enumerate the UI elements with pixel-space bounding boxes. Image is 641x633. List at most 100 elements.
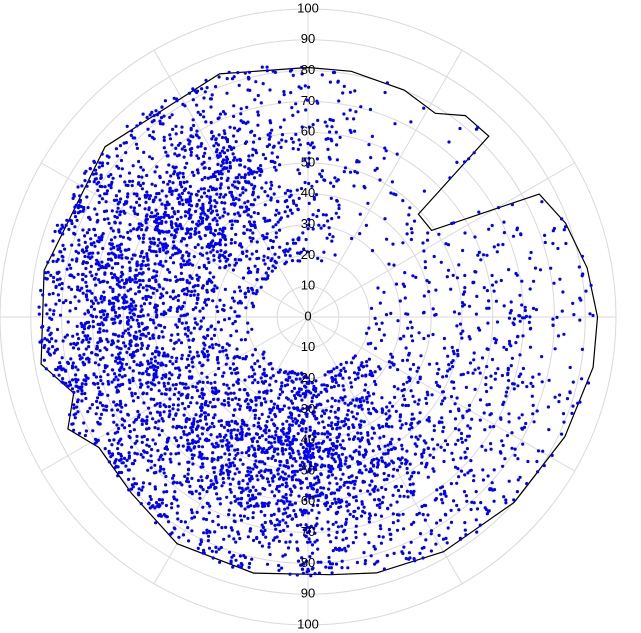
data-point: [337, 383, 341, 388]
data-point: [385, 405, 389, 409]
data-point: [168, 187, 172, 191]
data-point: [113, 372, 117, 376]
data-point: [360, 500, 364, 504]
data-point: [215, 492, 219, 496]
data-point: [530, 394, 534, 398]
data-point: [48, 353, 53, 357]
data-point: [100, 300, 104, 304]
data-point: [251, 511, 255, 515]
data-point: [141, 455, 145, 459]
data-point: [152, 237, 156, 241]
data-point: [502, 345, 506, 349]
data-point: [111, 287, 115, 291]
data-point: [222, 233, 226, 237]
data-point: [225, 161, 229, 165]
data-point: [209, 227, 213, 231]
data-point: [321, 409, 325, 413]
data-point: [104, 408, 108, 412]
data-point: [267, 415, 271, 419]
data-point: [117, 280, 121, 284]
data-point: [580, 377, 584, 381]
data-point: [228, 482, 232, 486]
data-point: [449, 508, 453, 512]
data-point: [328, 438, 332, 442]
data-point: [494, 299, 498, 303]
data-point: [421, 311, 426, 315]
data-point: [320, 259, 324, 263]
data-point: [210, 188, 214, 192]
data-point: [107, 221, 111, 225]
data-point: [139, 453, 143, 457]
data-point: [281, 452, 285, 456]
data-point: [118, 221, 122, 225]
data-point: [331, 453, 335, 457]
data-point: [276, 220, 280, 224]
data-point: [96, 261, 100, 265]
data-point: [233, 408, 237, 412]
data-point: [206, 534, 211, 538]
data-point: [404, 422, 408, 426]
data-point: [187, 191, 191, 195]
data-point: [357, 366, 361, 370]
data-point: [191, 384, 195, 389]
data-point: [291, 439, 295, 443]
data-point: [253, 225, 257, 230]
data-point: [189, 153, 193, 157]
data-point: [507, 379, 511, 383]
data-point: [304, 427, 308, 431]
data-point: [342, 366, 346, 370]
data-point: [81, 338, 85, 342]
data-point: [157, 381, 161, 385]
data-point: [543, 240, 547, 245]
data-point: [368, 483, 372, 487]
data-point: [145, 443, 149, 447]
data-point: [280, 390, 285, 394]
data-point: [409, 490, 413, 494]
data-point: [78, 288, 82, 292]
data-point: [148, 237, 152, 241]
data-point: [170, 373, 174, 377]
data-point: [198, 492, 202, 496]
data-point: [319, 390, 323, 394]
data-point: [279, 428, 284, 432]
data-point: [489, 412, 493, 416]
data-point: [519, 233, 523, 237]
data-point: [68, 300, 73, 305]
data-point: [391, 474, 395, 478]
data-point: [315, 214, 319, 218]
data-point: [499, 451, 503, 455]
data-point: [296, 208, 300, 212]
data-point: [185, 286, 189, 291]
data-point: [140, 363, 144, 367]
data-point: [378, 178, 382, 182]
data-point: [249, 203, 253, 207]
data-point: [490, 273, 494, 278]
data-point: [312, 197, 316, 201]
data-point: [119, 242, 123, 246]
data-point: [201, 351, 205, 356]
data-point: [314, 494, 318, 498]
data-point: [335, 199, 339, 203]
data-point: [277, 100, 282, 104]
data-point: [339, 373, 343, 377]
data-point: [133, 336, 137, 340]
data-point: [119, 249, 123, 253]
data-point: [296, 432, 300, 436]
data-point: [294, 377, 298, 381]
data-point: [272, 512, 276, 517]
data-point: [195, 103, 199, 107]
data-point: [316, 118, 320, 122]
data-point: [146, 380, 150, 384]
data-point: [242, 554, 246, 558]
data-point: [358, 212, 362, 216]
data-point: [70, 387, 75, 391]
data-point: [199, 475, 203, 479]
data-point: [160, 417, 164, 421]
data-point: [84, 295, 89, 299]
data-point: [339, 368, 343, 373]
data-point: [209, 433, 213, 437]
data-point: [507, 412, 511, 416]
data-point: [305, 454, 309, 458]
data-point: [478, 371, 482, 375]
data-point: [210, 93, 214, 97]
